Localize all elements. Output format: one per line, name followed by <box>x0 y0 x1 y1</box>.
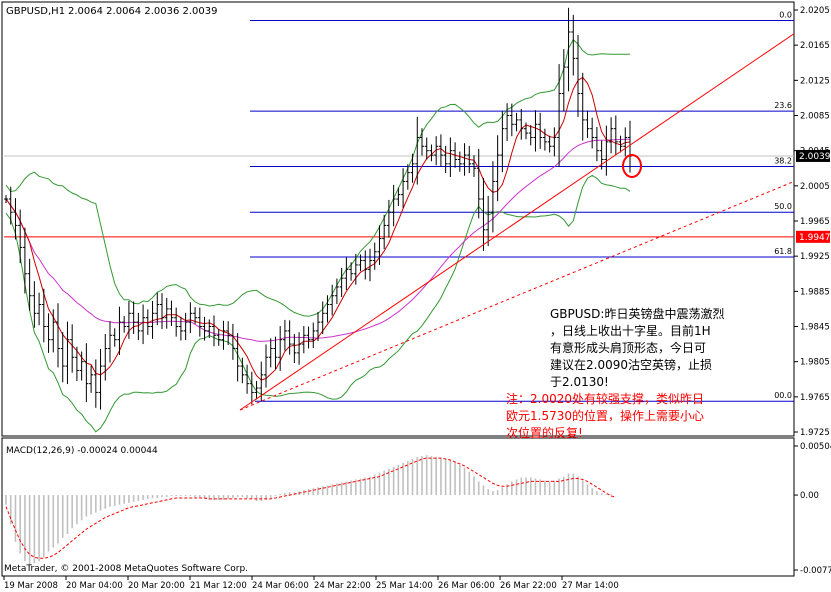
analysis-note-red: 注：2.0020处有较强支撑，类似昨日 欧元1.5730的位置，操作上需要小心 … <box>506 391 704 440</box>
price-axis-label: 1.9925 <box>800 252 830 262</box>
note-line: 注：2.0020处有较强支撑，类似昨日 <box>506 391 704 406</box>
macd-axis-label: 0.00504 <box>800 442 831 452</box>
price-axis-label: 2.0165 <box>800 41 830 51</box>
fibonacci-level-label: 23.6 <box>774 101 792 110</box>
time-axis-label: 25 Mar 14:00 <box>376 581 433 591</box>
fibonacci-level-label: 61.8 <box>774 247 792 256</box>
price-axis-label: 1.9885 <box>800 287 830 297</box>
price-pane-frame <box>1 1 795 437</box>
price-axis-label: 1.9965 <box>800 217 830 227</box>
time-axis-label: 26 Mar 22:00 <box>500 581 557 591</box>
fibonacci-level-label: 38.2 <box>774 156 792 165</box>
price-axis-label: 1.9805 <box>800 358 830 368</box>
time-axis-label: 21 Mar 12:00 <box>190 581 247 591</box>
macd-signal-line <box>5 457 616 559</box>
current-price-label: 2.0039 <box>799 152 831 162</box>
macd-axis-label: 0.00 <box>800 491 819 501</box>
ohlc-label: 2.0064 2.0064 2.0036 2.0039 <box>68 6 218 17</box>
bollinger-upper-line <box>5 38 631 317</box>
fibonacci-level-label: 0.0 <box>779 11 792 20</box>
note-line: GBPUSD:昨日英镑盘中震荡激烈 <box>550 306 724 321</box>
note-line: 欧元1.5730的位置，操作上需要小心 <box>506 408 704 423</box>
slow-moving-average-line <box>5 138 631 342</box>
time-axis-label: 24 Mar 22:00 <box>314 581 371 591</box>
dashed-trend-line <box>239 180 795 411</box>
support-circle-annotation <box>622 154 642 178</box>
note-line: 于2.0130! <box>550 375 609 389</box>
time-axis-label: 24 Mar 06:00 <box>252 581 309 591</box>
fibonacci-level-label: 00.0 <box>774 391 792 400</box>
note-line: 有意形成头肩顶形态，今日可 <box>550 340 706 355</box>
price-axis-label: 2.0085 <box>800 112 830 122</box>
current-price-marker <box>796 149 830 162</box>
macd-axis-label: -0.00770 <box>800 566 831 576</box>
macd-label: MACD(12,26,9) -0.00024 0.00044 <box>6 446 158 456</box>
bollinger-lower-line <box>5 174 631 433</box>
price-axis-label: 2.0005 <box>800 182 830 192</box>
copyright-label: MetaTrader, © 2001-2008 MetaQuotes Softw… <box>4 564 248 574</box>
price-axis-label: 2.0125 <box>800 76 830 86</box>
note-line: 次位置的反复! <box>506 425 583 440</box>
fibonacci-level-label: 50.0 <box>774 202 792 211</box>
price-axis-label: 1.9765 <box>800 393 830 403</box>
analysis-note-black: GBPUSD:昨日英镑盘中震荡激烈 ，日线上收出十字星。目前1H 有意形成头肩顶… <box>550 306 724 389</box>
symbol-label: GBPUSD,H1 <box>6 6 65 17</box>
price-axis-label: 1.9845 <box>800 323 830 333</box>
time-axis-label: 20 Mar 20:00 <box>128 581 185 591</box>
price-axis-label: 1.9725 <box>800 428 830 438</box>
time-axis-label: 20 Mar 04:00 <box>66 581 123 591</box>
horizontal-line-price-marker <box>796 230 830 243</box>
horizontal-line-price-label: 1.9947 <box>799 233 831 243</box>
note-line: 建议在2.0090沽空英镑，止损 <box>550 357 712 372</box>
time-axis-label: 26 Mar 06:00 <box>438 581 495 591</box>
macd-pane-frame <box>1 437 795 577</box>
note-line: ，日线上收出十字星。目前1H <box>550 323 711 338</box>
time-axis-label: 19 Mar 2008 <box>4 581 58 591</box>
time-axis-label: 27 Mar 14:00 <box>562 581 619 591</box>
price-axis-label: 2.0205 <box>800 6 830 16</box>
support-trend-line <box>239 33 795 411</box>
